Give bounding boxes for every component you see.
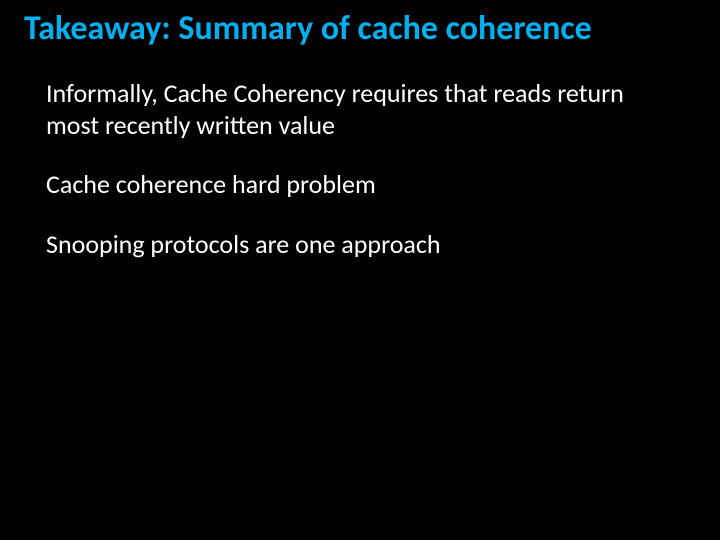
body-paragraph: Informally, Cache Coherency requires tha… — [46, 78, 674, 141]
slide-body: Informally, Cache Coherency requires tha… — [46, 78, 674, 289]
slide-title: Takeaway: Summary of cache coherence — [24, 10, 696, 47]
slide: Takeaway: Summary of cache coherence Inf… — [0, 0, 720, 540]
body-paragraph: Snooping protocols are one approach — [46, 229, 674, 261]
body-paragraph: Cache coherence hard problem — [46, 169, 674, 201]
